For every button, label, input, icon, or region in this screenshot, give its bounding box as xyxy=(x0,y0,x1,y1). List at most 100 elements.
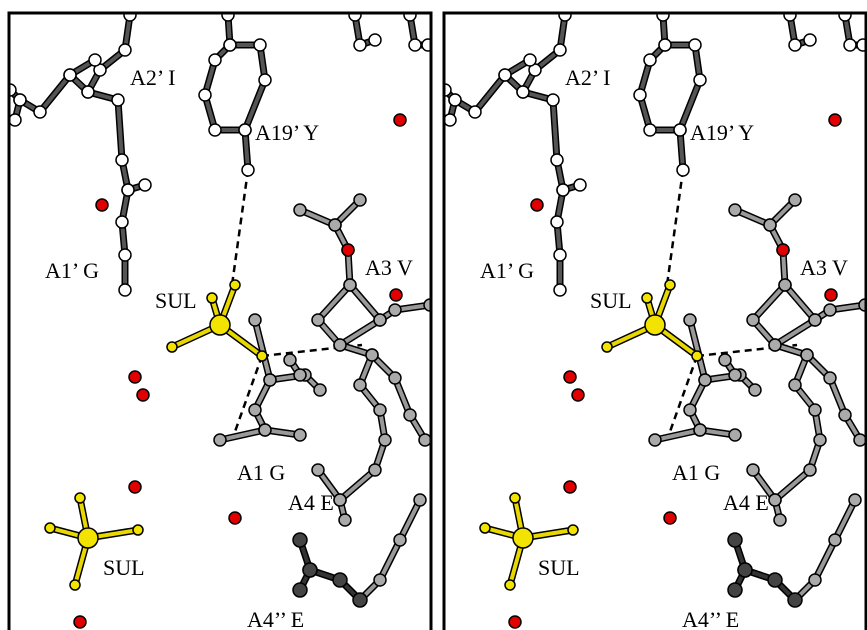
gray-chain-atom xyxy=(366,349,378,361)
gray-chain-atom xyxy=(789,379,801,391)
residue-label: A4 E xyxy=(288,490,334,515)
gray-chain-atom xyxy=(259,424,271,436)
hydrogen-bond xyxy=(232,170,248,285)
stereo-figure: A2’ IA19’ YA1’ GSULA3 VA1 GA4 ESULA4’’ E… xyxy=(0,0,867,630)
gray-chain-atom xyxy=(839,409,851,421)
black-chain-atom xyxy=(551,154,563,166)
water xyxy=(829,114,841,126)
water xyxy=(342,244,354,256)
gray-chain-atom xyxy=(312,314,324,326)
water xyxy=(509,616,521,628)
sulfur-atom xyxy=(645,315,665,335)
gray-chain-atom xyxy=(699,374,711,386)
gray-chain-atom xyxy=(729,204,741,216)
black-chain-atom xyxy=(517,86,529,98)
water xyxy=(129,481,141,493)
sulfate-atom xyxy=(257,351,267,361)
water xyxy=(564,371,576,383)
gray-chain-atom xyxy=(769,494,781,506)
black-chain-atom xyxy=(119,44,131,56)
black-chain-bond xyxy=(640,15,700,130)
gray-chain-atom xyxy=(684,404,696,416)
gray-chain-atom xyxy=(354,379,366,391)
black-chain-atom xyxy=(409,39,421,51)
residue-label: A3 V xyxy=(365,255,413,280)
black-chain-atom xyxy=(116,154,128,166)
black-chain-atom xyxy=(259,74,271,86)
residue-label: SUL xyxy=(538,555,580,580)
gray-chain-atom xyxy=(294,204,306,216)
black-chain-atom xyxy=(82,86,94,98)
sulfate-atom xyxy=(75,493,85,503)
gray-chain-atom xyxy=(824,372,836,384)
water xyxy=(129,371,141,383)
gray-chain-atom xyxy=(339,514,351,526)
black-chain-atom xyxy=(677,164,689,176)
residue-label: A3 V xyxy=(800,255,848,280)
water xyxy=(777,244,789,256)
sulfate-atom xyxy=(510,493,520,503)
gray-chain-atom xyxy=(414,494,426,506)
water xyxy=(825,289,837,301)
gray-chain-atom xyxy=(849,494,861,506)
gray-chain-atom xyxy=(389,372,401,384)
residue-label: A19’ Y xyxy=(690,120,754,145)
black-chain-atom xyxy=(209,54,221,66)
gray-chain-atom xyxy=(779,279,791,291)
residue-label: A1’ G xyxy=(45,258,99,283)
gray-chain-atom xyxy=(249,404,261,416)
black-chain-atom xyxy=(547,94,559,106)
sulfate-atom xyxy=(642,293,652,303)
gray-chain-atom xyxy=(719,354,731,366)
black-chain-atom xyxy=(804,34,816,46)
water xyxy=(664,512,676,524)
gray-chain-atom xyxy=(809,314,821,326)
black-chain-atom xyxy=(657,9,669,21)
gray-chain-atom xyxy=(804,464,816,476)
gray-chain-atom xyxy=(829,534,841,546)
gray-chain-bond xyxy=(795,500,855,600)
sulfur-atom xyxy=(78,528,98,548)
gray-chain-bond xyxy=(318,225,430,345)
dark-chain-atom xyxy=(293,583,307,597)
gray-chain-atom xyxy=(354,194,366,206)
black-chain-atom xyxy=(64,69,76,81)
sulfate-atom xyxy=(692,351,702,361)
water xyxy=(394,114,406,126)
sulfur-atom xyxy=(210,315,230,335)
black-chain-atom xyxy=(644,54,656,66)
residue-label: A19’ Y xyxy=(255,120,319,145)
dark-chain-atom xyxy=(768,573,782,587)
gray-chain-bond xyxy=(350,285,380,320)
gray-chain-bond xyxy=(753,355,820,500)
black-chain-atom xyxy=(634,89,646,101)
black-chain-atom xyxy=(559,9,571,21)
black-chain-atom xyxy=(89,54,101,66)
black-chain-atom xyxy=(557,184,569,196)
water xyxy=(137,389,149,401)
black-chain-atom xyxy=(224,39,236,51)
sulfate-atom xyxy=(568,525,578,535)
black-chain-atom xyxy=(124,9,136,21)
residue-label: SUL xyxy=(590,288,632,313)
black-chain-atom xyxy=(444,114,456,126)
black-chain-atom xyxy=(659,39,671,51)
black-chain-atom xyxy=(254,39,266,51)
gray-chain-atom xyxy=(249,314,261,326)
black-chain-atom xyxy=(789,39,801,51)
gray-chain-atom xyxy=(814,434,826,446)
gray-chain-atom xyxy=(374,404,386,416)
black-chain-atom xyxy=(14,94,26,106)
gray-chain-atom xyxy=(314,384,326,396)
gray-chain-atom xyxy=(809,574,821,586)
gray-chain-atom xyxy=(214,434,226,446)
black-chain-atom xyxy=(139,179,151,191)
gray-chain-atom xyxy=(764,219,776,231)
residue-label: SUL xyxy=(103,555,145,580)
gray-chain-bond xyxy=(753,225,865,345)
black-chain-atom xyxy=(554,284,566,296)
gray-chain-atom xyxy=(801,349,813,361)
sulfate-atom xyxy=(480,523,490,533)
black-chain-atom xyxy=(499,69,511,81)
